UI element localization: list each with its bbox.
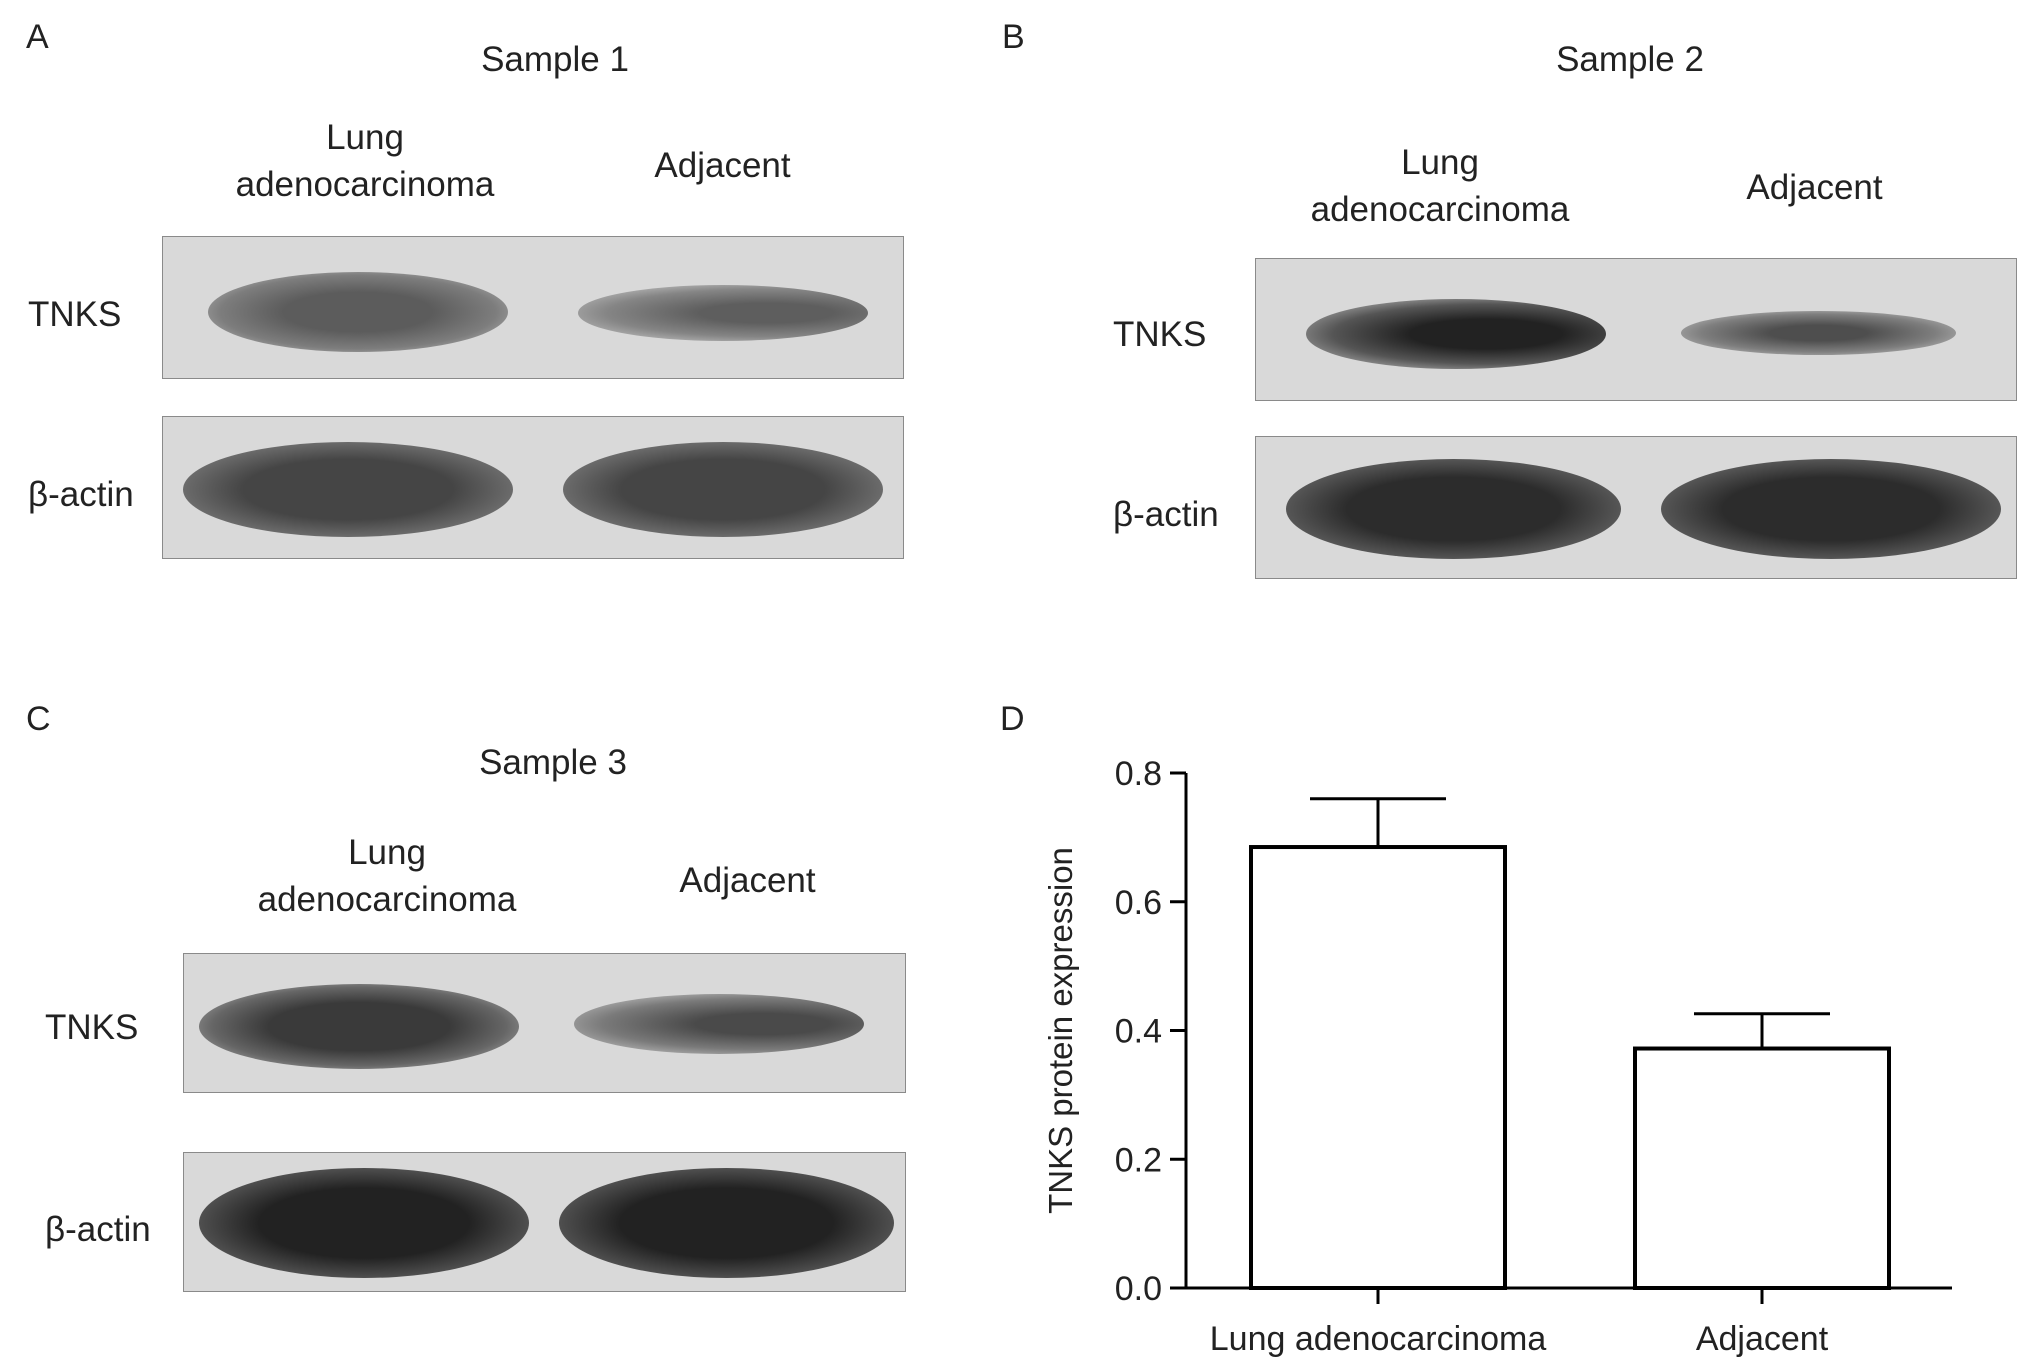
x-tick-label: Lung adenocarcinoma — [1210, 1320, 1547, 1358]
panel-letter-c: C — [26, 700, 51, 738]
tnks-band-adjacent — [1681, 311, 1956, 355]
bar — [1249, 845, 1507, 1290]
panel-b-lane1-label: Lung adenocarcinoma — [1310, 143, 1570, 229]
panel-a-lane1-label: Lung adenocarcinoma — [235, 118, 495, 204]
panel-c-actin-label: β-actin — [45, 1210, 151, 1249]
actin-band-tumor — [183, 442, 513, 537]
actin-band-tumor — [199, 1168, 529, 1278]
panel-b-tnks-label: TNKS — [1113, 315, 1207, 354]
y-tick-label: 0.8 — [1115, 755, 1162, 793]
panel-a-tnks-blot — [162, 236, 904, 379]
y-tick-label: 0.0 — [1115, 1270, 1162, 1308]
tnks-band-adjacent — [574, 994, 864, 1054]
panel-a-tnks-label: TNKS — [28, 295, 122, 334]
panel-c-title: Sample 3 — [479, 743, 627, 782]
panel-a-title: Sample 1 — [481, 40, 629, 79]
panel-a-actin-label: β-actin — [28, 475, 134, 514]
panel-c-tnks-blot — [183, 953, 906, 1093]
panel-c-tnks-label: TNKS — [45, 1008, 139, 1047]
panel-letter-b: B — [1002, 18, 1025, 56]
y-tick-label: 0.2 — [1115, 1141, 1162, 1179]
tnks-band-adjacent — [578, 285, 868, 341]
panel-b-lane2-label: Adjacent — [1746, 168, 1883, 207]
actin-band-adjacent — [1661, 459, 2001, 559]
panel-b-actin-blot — [1255, 436, 2017, 579]
bar — [1633, 1046, 1891, 1290]
y-tick-label: 0.6 — [1115, 884, 1162, 922]
panel-a-lane2-label: Adjacent — [654, 146, 791, 185]
panel-letter-a: A — [26, 18, 49, 56]
panel-c-actin-blot — [183, 1152, 906, 1292]
panel-c-lane1-label: Lung adenocarcinoma — [257, 833, 517, 919]
actin-band-tumor — [1286, 459, 1621, 559]
panel-b-tnks-blot — [1255, 258, 2017, 401]
x-tick-label: Adjacent — [1696, 1320, 1829, 1358]
y-tick-label: 0.4 — [1115, 1013, 1162, 1051]
actin-band-adjacent — [563, 442, 883, 537]
tnks-bar-chart: 0.0 0.2 0.4 0.6 0.8 TNKS protein expression Lu… — [1042, 755, 1952, 1358]
panel-a-actin-blot — [162, 416, 904, 559]
tnks-band-tumor — [1306, 299, 1606, 369]
tnks-band-tumor — [199, 984, 519, 1069]
y-axis-title: TNKS protein expression — [1042, 847, 1079, 1214]
panel-letter-d: D — [1000, 700, 1025, 738]
tnks-band-tumor — [208, 272, 508, 352]
panel-b-actin-label: β-actin — [1113, 495, 1219, 534]
actin-band-adjacent — [559, 1168, 894, 1278]
panel-c-lane2-label: Adjacent — [679, 861, 816, 900]
panel-b-title: Sample 2 — [1556, 40, 1704, 79]
